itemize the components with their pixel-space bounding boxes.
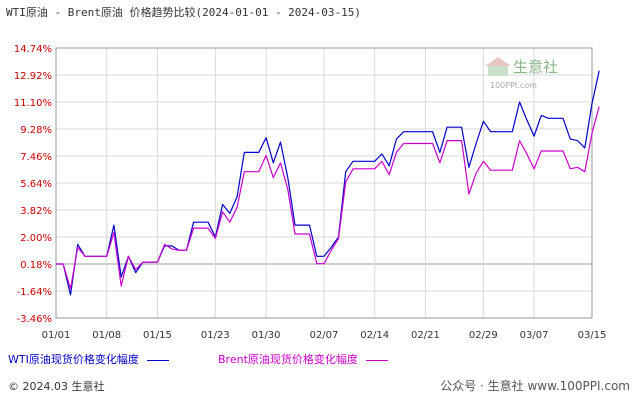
x-tick-label: 01/15 xyxy=(143,330,172,341)
y-tick-label: 0.18% xyxy=(20,260,52,271)
legend-label-wti: WTI原油现货价格变化幅度 xyxy=(8,353,139,366)
legend-item-wti: WTI原油现货价格变化幅度 xyxy=(8,351,169,367)
legend-label-brent: Brent原油现货价格变化幅度 xyxy=(218,353,358,366)
series-lines xyxy=(56,70,600,296)
legend-swatch-wti xyxy=(146,359,169,361)
legend-swatch-brent xyxy=(365,359,388,361)
y-axis-ticks: 14.74% 12.92% 11.10% 9.28% 7.46% 5.64% 3.82% 2.… xyxy=(14,44,52,325)
copyright-text: © 2024.03 生意社 xyxy=(8,380,105,393)
y-tick-label: 9.28% xyxy=(20,125,52,136)
y-tick-label: 7.46% xyxy=(20,152,52,163)
y-tick-label: 12.92% xyxy=(14,71,52,82)
x-tick-label: 01/01 xyxy=(42,330,71,341)
watermark-logo: 生意社 100PPI.com xyxy=(485,57,558,90)
x-tick-label: 03/15 xyxy=(578,330,607,341)
y-tick-label: 5.64% xyxy=(20,179,52,190)
source-credit: 公众号 · 生意社 www.100PPI.com xyxy=(440,379,630,393)
x-tick-label: 02/29 xyxy=(469,330,498,341)
x-axis-ticks: 01/01 01/08 01/15 01/23 01/30 02/07 02/14 02/21… xyxy=(42,330,607,341)
x-tick-label: 01/23 xyxy=(201,330,230,341)
watermark-url: 100PPI.com xyxy=(490,81,537,90)
y-tick-label: 14.74% xyxy=(14,44,52,55)
x-tick-label: 01/30 xyxy=(252,330,281,341)
y-tick-label: 3.82% xyxy=(20,206,52,217)
x-tick-label: 02/14 xyxy=(360,330,389,341)
y-tick-label: 11.10% xyxy=(14,98,52,109)
y-tick-label: -3.46% xyxy=(17,314,52,325)
x-tick-label: 02/21 xyxy=(411,330,440,341)
chart-title: WTI原油 - Brent原油 价格趋势比较(2024-01-01 - 2024… xyxy=(6,6,362,19)
plot-frame xyxy=(55,47,593,319)
legend-item-brent: Brent原油现货价格变化幅度 xyxy=(218,351,388,367)
y-tick-label: -1.64% xyxy=(17,287,52,298)
series-line-brent xyxy=(56,106,600,290)
watermark-house-body-icon xyxy=(488,66,508,76)
watermark-house-icon xyxy=(485,57,511,66)
watermark-text: 生意社 xyxy=(513,58,558,76)
x-tick-label: 02/07 xyxy=(310,330,339,341)
x-tick-label: 01/08 xyxy=(92,330,121,341)
x-tick-label: 03/07 xyxy=(520,330,549,341)
y-tick-label: 2.00% xyxy=(20,233,52,244)
